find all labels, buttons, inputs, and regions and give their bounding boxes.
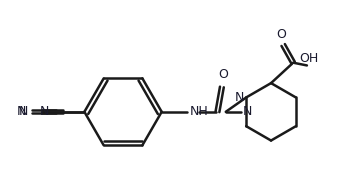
Text: N: N [234, 91, 244, 104]
Text: O: O [276, 28, 286, 41]
Text: N: N [40, 105, 49, 118]
Text: N: N [242, 105, 252, 118]
Text: NH: NH [189, 105, 208, 118]
Text: N: N [19, 105, 28, 118]
Text: OH: OH [300, 52, 319, 65]
Text: N: N [17, 105, 26, 118]
Text: O: O [218, 68, 228, 81]
